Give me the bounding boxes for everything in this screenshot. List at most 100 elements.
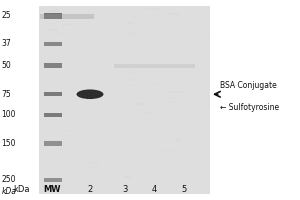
Bar <box>140 8 146 10</box>
Bar <box>176 127 182 128</box>
Bar <box>40 14 94 19</box>
Bar <box>120 120 122 122</box>
Bar <box>77 64 78 66</box>
Bar <box>112 189 115 190</box>
Bar <box>46 136 52 137</box>
Bar <box>60 149 62 150</box>
Bar <box>180 94 181 96</box>
Bar <box>176 139 178 141</box>
Bar <box>163 189 167 191</box>
Bar <box>176 91 184 93</box>
Bar <box>79 74 90 75</box>
Bar <box>170 98 177 99</box>
Bar <box>130 149 135 150</box>
Bar <box>208 147 216 148</box>
Bar <box>67 90 75 91</box>
Bar <box>188 56 196 57</box>
Bar <box>99 82 101 84</box>
Bar <box>136 103 144 105</box>
Bar <box>57 49 64 51</box>
Bar <box>44 42 62 46</box>
Bar <box>108 181 111 182</box>
Bar <box>51 119 57 120</box>
Bar <box>54 40 58 41</box>
Bar <box>124 85 134 86</box>
Bar <box>90 114 93 115</box>
Bar <box>190 157 193 159</box>
Bar <box>195 125 203 126</box>
Bar <box>185 37 190 38</box>
Bar <box>90 17 101 18</box>
Bar <box>159 166 160 168</box>
Bar <box>62 166 73 167</box>
Bar <box>52 125 53 127</box>
Bar <box>44 178 62 182</box>
Bar <box>50 6 54 8</box>
Bar <box>197 91 208 92</box>
Bar <box>107 176 111 177</box>
Bar <box>128 72 136 73</box>
Bar <box>68 77 74 78</box>
Bar <box>125 43 133 44</box>
Bar <box>182 154 194 155</box>
Bar <box>142 125 149 127</box>
Text: MW: MW <box>44 186 61 194</box>
Text: 3: 3 <box>122 186 127 194</box>
Bar <box>209 140 213 141</box>
Text: 2: 2 <box>87 186 93 194</box>
Bar <box>148 42 156 43</box>
Bar <box>178 178 189 179</box>
Bar <box>207 105 217 106</box>
Bar <box>191 88 200 89</box>
Bar <box>51 154 59 155</box>
Bar <box>99 187 100 188</box>
Bar <box>200 185 209 187</box>
Text: ← Sulfotyrosine: ← Sulfotyrosine <box>220 103 280 112</box>
Bar <box>170 117 176 118</box>
Bar <box>88 162 100 164</box>
Bar <box>190 188 198 189</box>
Bar <box>183 48 185 49</box>
Bar <box>108 124 112 125</box>
Bar <box>39 6 210 194</box>
Bar <box>158 162 168 163</box>
Bar <box>191 104 192 105</box>
Bar <box>44 140 50 141</box>
Bar <box>41 23 42 24</box>
Bar <box>66 129 69 131</box>
Bar <box>78 113 81 114</box>
Bar <box>44 35 50 36</box>
Bar <box>164 169 167 170</box>
Bar <box>42 100 44 101</box>
Bar <box>65 112 76 113</box>
Bar <box>89 124 94 125</box>
Bar <box>162 149 174 151</box>
Bar <box>124 62 128 64</box>
Bar <box>127 9 133 11</box>
Bar <box>139 24 140 25</box>
Bar <box>152 88 161 89</box>
Bar <box>192 178 199 179</box>
Bar <box>103 14 112 15</box>
Text: 150: 150 <box>2 139 16 148</box>
Bar <box>201 123 204 124</box>
Bar <box>136 181 145 182</box>
Bar <box>56 107 60 108</box>
Bar <box>174 30 181 31</box>
Bar <box>69 125 80 126</box>
Bar <box>75 187 83 188</box>
Bar <box>83 68 87 69</box>
Bar <box>74 121 85 123</box>
Bar <box>153 83 158 85</box>
Bar <box>186 112 195 113</box>
Bar <box>194 81 198 83</box>
Bar <box>93 160 100 162</box>
Bar <box>117 151 122 153</box>
Bar <box>52 62 56 63</box>
Bar <box>112 108 114 109</box>
Bar <box>82 89 90 91</box>
Bar <box>118 91 122 92</box>
Bar <box>61 14 68 15</box>
Bar <box>120 134 122 135</box>
Bar <box>49 10 59 12</box>
